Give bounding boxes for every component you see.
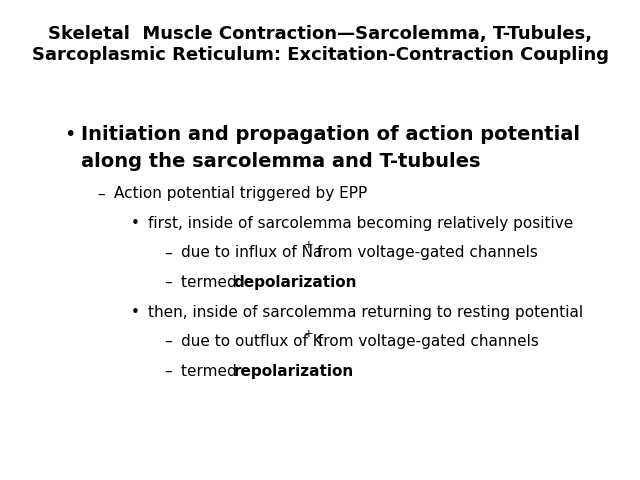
Text: due to influx of Na: due to influx of Na <box>181 245 323 261</box>
Text: •: • <box>131 216 140 231</box>
Text: Skeletal  Muscle Contraction—Sarcolemma, T-Tubules,
Sarcoplasmic Reticulum: Exci: Skeletal Muscle Contraction—Sarcolemma, … <box>31 25 609 64</box>
Text: +: + <box>304 240 314 250</box>
Text: termed: termed <box>181 364 241 379</box>
Text: due to outflux of K: due to outflux of K <box>181 334 323 349</box>
Text: repolarization: repolarization <box>234 364 354 379</box>
Text: then, inside of sarcolemma returning to resting potential: then, inside of sarcolemma returning to … <box>148 305 582 320</box>
Text: •: • <box>64 125 76 144</box>
Text: +: + <box>304 328 314 338</box>
Text: –: – <box>164 364 172 379</box>
Text: –: – <box>164 245 172 261</box>
Text: –: – <box>164 334 172 349</box>
Text: depolarization: depolarization <box>234 275 357 290</box>
Text: •: • <box>131 305 140 320</box>
Text: along the sarcolemma and T-tubules: along the sarcolemma and T-tubules <box>81 152 481 171</box>
Text: Initiation and propagation of action potential: Initiation and propagation of action pot… <box>81 125 580 144</box>
Text: Action potential triggered by EPP: Action potential triggered by EPP <box>114 186 367 201</box>
Text: from voltage-gated channels: from voltage-gated channels <box>312 334 538 349</box>
Text: termed: termed <box>181 275 241 290</box>
Text: –: – <box>164 275 172 290</box>
Text: first, inside of sarcolemma becoming relatively positive: first, inside of sarcolemma becoming rel… <box>148 216 573 231</box>
Text: –: – <box>97 186 105 201</box>
Text: from voltage-gated channels: from voltage-gated channels <box>312 245 538 261</box>
